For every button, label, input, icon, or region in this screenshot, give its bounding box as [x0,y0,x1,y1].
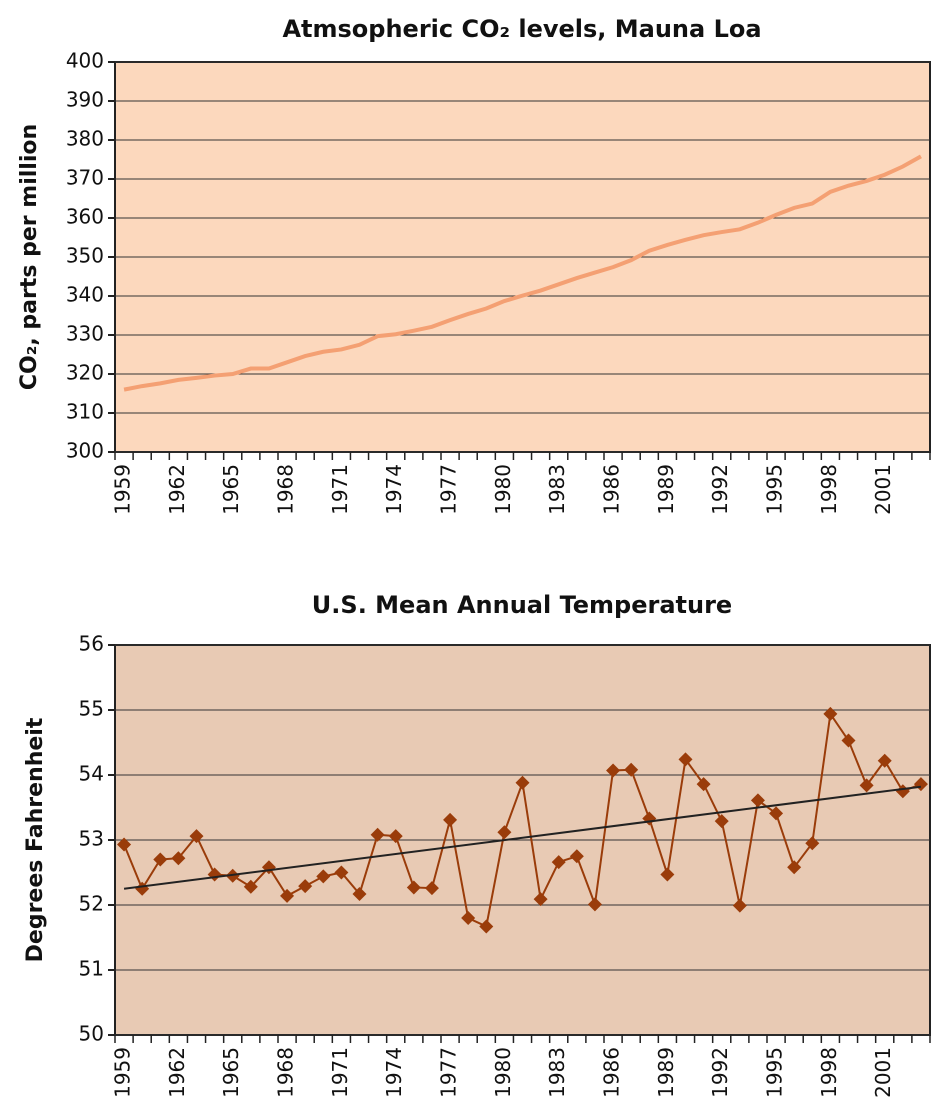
y-tick-label: 56 [79,632,104,656]
data-point [479,919,494,934]
x-tick-label: 1980 [491,464,515,515]
data-point [606,763,621,778]
data-point [370,827,385,842]
x-tick-label: 1959 [111,464,135,515]
data-point [805,836,820,851]
y-tick-label: 54 [79,762,104,786]
data-point [787,860,802,875]
x-tick-label: 2001 [871,464,895,515]
data-point [189,829,204,844]
x-tick-label: 1998 [817,1047,841,1098]
y-axis-label: Degrees Fahrenheit [23,717,48,962]
x-tick-label: 1986 [600,464,624,515]
trend-line [123,785,922,890]
y-tick-label: 360 [66,205,104,229]
x-tick-label: 1983 [545,1047,569,1098]
data-point [443,812,458,827]
data-point [424,881,439,896]
x-tick-label: 1995 [763,464,787,515]
data-point [461,911,476,925]
x-tick-label: 1992 [708,464,732,515]
y-tick-label: 350 [66,244,104,268]
x-tick-label: 1971 [328,464,352,515]
x-tick-label: 1983 [545,464,569,515]
y-tick-label: 400 [66,49,104,73]
x-tick-label: 1968 [274,464,298,515]
y-tick-label: 52 [79,892,104,916]
data-point [859,778,874,793]
data-point [298,879,313,894]
data-point [714,814,729,829]
data-point [877,753,892,768]
y-tick-label: 320 [66,361,104,385]
chart-title: U.S. Mean Annual Temperature [312,591,732,619]
y-axis-label: CO₂, parts per million [17,124,42,390]
data-point [388,829,403,844]
data-point [823,706,838,721]
data-point [533,892,548,907]
chart-title: Atmsopheric CO₂ levels, Mauna Loa [282,15,761,43]
x-tick-label: 1965 [219,1047,243,1098]
x-tick-label: 1989 [654,464,678,515]
data-point [841,733,856,748]
data-point [769,806,784,821]
x-tick-label: 1980 [491,1047,515,1098]
x-tick-label: 1959 [111,1047,135,1098]
data-point [406,880,421,895]
data-point [624,762,639,777]
x-tick-label: 1965 [219,464,243,515]
x-tick-label: 1971 [328,1047,352,1098]
data-point [750,793,765,808]
data-line [123,154,922,392]
x-tick-label: 1977 [437,1047,461,1098]
data-point [569,849,584,864]
data-point [280,888,295,903]
data-point [515,775,530,790]
x-tick-label: 2001 [871,1047,895,1098]
y-tick-label: 370 [66,166,104,190]
x-tick-label: 1998 [817,464,841,515]
data-point [352,886,367,901]
data-point [171,851,186,866]
x-tick-label: 1962 [165,464,189,515]
x-tick-label: 1977 [437,464,461,515]
data-point [153,852,168,867]
x-tick-label: 1992 [708,1047,732,1098]
x-tick-label: 1989 [654,1047,678,1098]
data-point [334,865,349,880]
data-point [696,777,711,792]
data-point [117,837,132,852]
data-point [551,855,566,870]
data-point [497,825,512,840]
y-tick-label: 380 [66,127,104,151]
y-tick-label: 55 [79,697,104,721]
y-tick-label: 51 [79,957,104,981]
data-point [732,898,747,913]
y-tick-label: 300 [66,439,104,463]
data-point [587,897,602,912]
x-tick-label: 1968 [274,1047,298,1098]
y-tick-label: 390 [66,88,104,112]
y-tick-label: 330 [66,322,104,346]
data-point [243,879,258,894]
data-point [678,752,693,767]
y-tick-label: 53 [79,827,104,851]
x-tick-label: 1995 [763,1047,787,1098]
data-point [316,869,331,884]
data-point [660,867,675,882]
x-tick-label: 1986 [600,1047,624,1098]
x-tick-label: 1962 [165,1047,189,1098]
x-tick-label: 1974 [382,464,406,515]
y-tick-label: 50 [79,1022,104,1046]
x-tick-label: 1974 [382,1047,406,1098]
y-tick-label: 340 [66,283,104,307]
y-tick-label: 310 [66,400,104,424]
